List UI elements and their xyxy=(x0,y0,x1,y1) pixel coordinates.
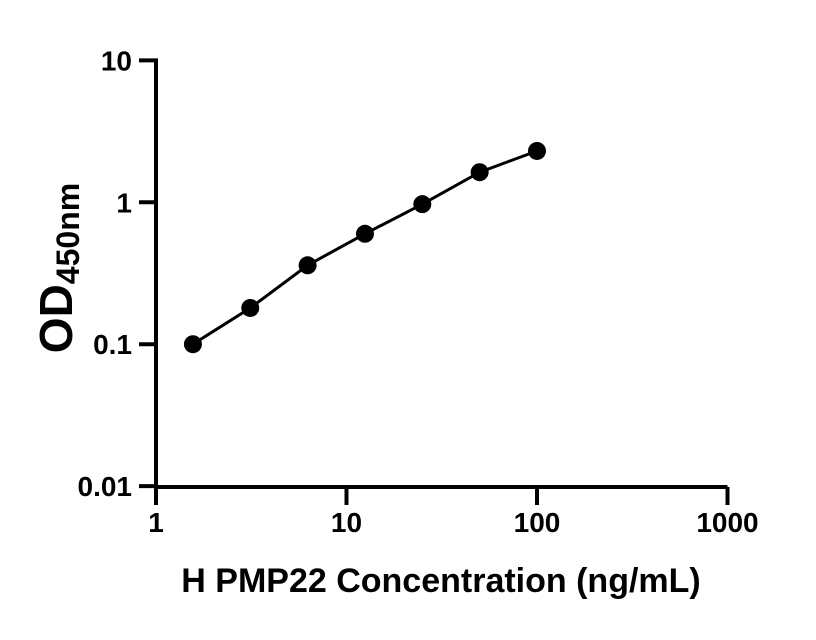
y-axis-title-main: OD xyxy=(30,284,82,353)
x-tick-label: 1000 xyxy=(696,507,758,538)
x-tick-label: 1 xyxy=(148,507,164,538)
y-tick-label: 0.1 xyxy=(93,329,132,360)
y-tick-label: 1 xyxy=(116,187,132,218)
data-point xyxy=(355,224,374,243)
x-tick-label: 10 xyxy=(331,507,362,538)
data-point xyxy=(298,256,317,275)
x-axis-title: H PMP22 Concentration (ng/mL) xyxy=(181,562,700,600)
standard-curve-line xyxy=(192,149,538,346)
data-point xyxy=(413,195,432,214)
y-tick-label: 10 xyxy=(101,45,132,76)
data-point xyxy=(241,298,260,317)
y-axis-title-subscript: 450nm xyxy=(50,183,86,284)
data-point xyxy=(183,335,202,354)
y-tick-label: 0.01 xyxy=(78,471,133,502)
y-axis-title: OD450nm xyxy=(30,183,86,353)
data-point xyxy=(470,163,489,182)
x-tick-label: 100 xyxy=(514,507,561,538)
plot-layer: 10 1 0.1 0.01 1 10 100 1000 xyxy=(78,45,759,538)
data-point xyxy=(528,141,546,160)
